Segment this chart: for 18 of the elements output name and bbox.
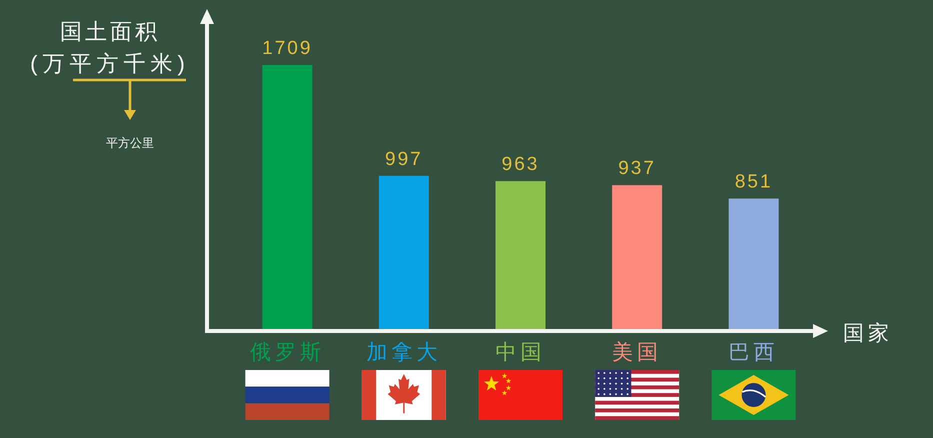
data-label: 997 — [385, 148, 423, 170]
bar — [262, 65, 312, 331]
text: 平方公里 — [106, 136, 154, 150]
bar — [378, 176, 429, 331]
data-label: 963 — [502, 154, 540, 176]
x-tick-label: 巴西 — [728, 341, 779, 364]
y-axis-title: 国土面积 (万平方千米) — [30, 19, 190, 76]
x-tick-label: 美国 — [612, 341, 662, 364]
x-tick-label: 中国 — [496, 341, 546, 364]
data-label: 937 — [618, 158, 656, 180]
data-label: 1709 — [262, 38, 312, 59]
data-label: 851 — [734, 172, 773, 193]
x-tick-label: 俄罗斯 — [250, 341, 325, 364]
bar — [496, 181, 546, 331]
x-tick-label: 加拿大 — [366, 341, 442, 364]
bar — [728, 198, 779, 331]
x-axis-title: 国家 — [843, 322, 893, 345]
bar — [612, 185, 662, 331]
